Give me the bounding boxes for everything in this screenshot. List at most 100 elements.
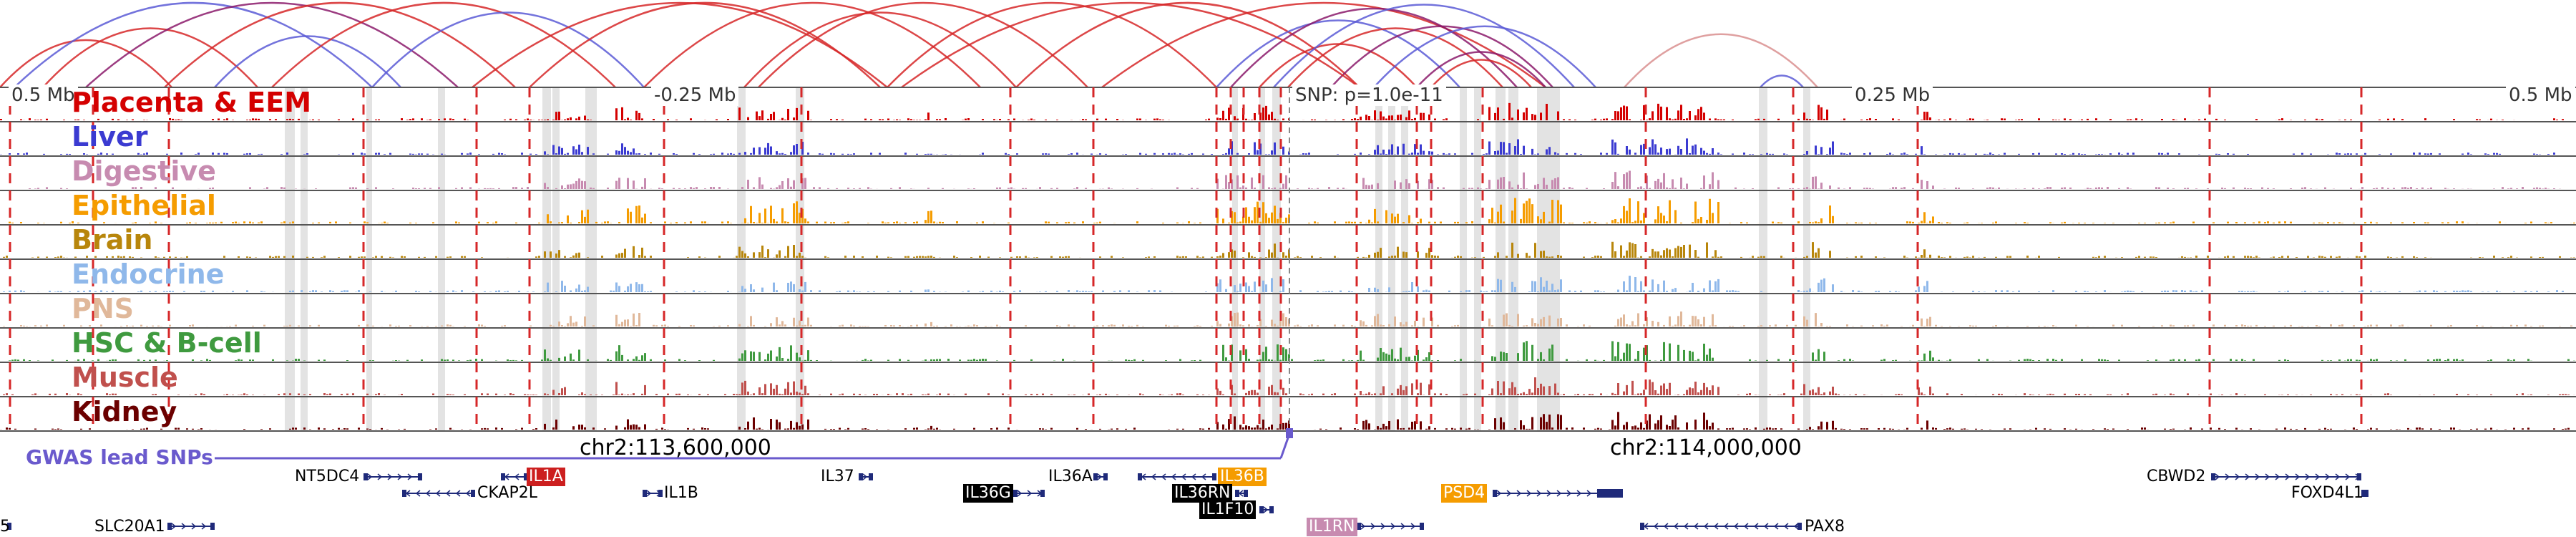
track-label-liver: Liver — [72, 121, 148, 153]
chromatin-loop — [1330, 25, 1553, 88]
signal-track-3 — [0, 198, 2576, 223]
ruler-right-label: 0.5 Mb — [2506, 84, 2575, 106]
gene-exon — [1357, 523, 1361, 530]
track-label-brain: Brain — [72, 224, 153, 256]
gene-label-slc20a1[interactable]: SLC20A1 — [94, 518, 165, 536]
gene-exon — [418, 473, 422, 480]
gene-strand-arrow — [2325, 473, 2331, 480]
chromatin-loop — [85, 1, 459, 88]
chromatin-loop — [1430, 59, 1532, 88]
gene-strand-arrow — [2305, 473, 2311, 480]
chromatin-loop — [1015, 1, 1360, 88]
gene-label-psd4[interactable]: PSD4 — [1441, 484, 1488, 503]
chromatin-loop — [214, 35, 401, 88]
gene-exon — [364, 473, 368, 480]
gene-strand-arrow — [1496, 490, 1502, 497]
track-label-placenta: Placenta & EEM — [72, 87, 312, 118]
chromatin-loop — [1373, 25, 1596, 88]
signal-tracks — [0, 102, 2576, 430]
gene-strand-arrow — [435, 490, 441, 497]
gene-strand-arrow — [1151, 473, 1156, 480]
boundary-lines — [9, 87, 2363, 431]
chromatin-loop — [1101, 1, 1546, 88]
coordinate-label-right: chr2:114,000,000 — [1610, 435, 1802, 460]
gene-label-il36g[interactable]: IL36G — [963, 484, 1013, 503]
gene-label-il1rn[interactable]: IL1RN — [1307, 518, 1357, 536]
gene-strand-arrow — [1653, 523, 1659, 530]
signal-track-4 — [0, 241, 2576, 258]
chromatin-loop — [472, 1, 888, 88]
gene-exon — [1093, 473, 1098, 480]
track-label-kidney: Kidney — [72, 396, 177, 427]
chromatin-loop — [0, 39, 172, 88]
gene-label-edge[interactable]: 5 — [0, 518, 10, 536]
track-label-digestive: Digestive — [72, 155, 216, 187]
gene-strand-arrow — [1516, 490, 1522, 497]
chromatin-loop — [164, 1, 516, 88]
gene-exon — [1420, 523, 1424, 530]
gene-strand-arrow — [1370, 523, 1376, 530]
gene-exon — [869, 473, 873, 480]
chromatin-loop — [643, 1, 981, 88]
gene-label-il1a[interactable]: IL1A — [527, 468, 565, 486]
gene-label-il36rn[interactable]: IL36RN — [1172, 484, 1233, 503]
gene-label-ckap2l[interactable]: CKAP2L — [477, 484, 537, 502]
gene-strand-arrow — [377, 473, 383, 480]
gene-strand-arrow — [2335, 473, 2341, 480]
gene-strand-arrow — [2215, 473, 2220, 480]
gene-label-il1f10[interactable]: IL1F10 — [1199, 500, 1257, 519]
gene-label-pax8[interactable]: PAX8 — [1805, 518, 1845, 536]
gene-strand-arrow — [1723, 523, 1729, 530]
gene-label-il36b[interactable]: IL36B — [1218, 468, 1267, 486]
gene-exon — [210, 523, 215, 530]
gene-strand-arrow — [1171, 473, 1176, 480]
gene-strand-arrow — [1410, 523, 1416, 530]
chromatin-loops — [0, 1, 1818, 89]
gene-label-il37[interactable]: IL37 — [821, 468, 854, 485]
gene-strand-arrow — [2315, 473, 2321, 480]
chromatin-loop — [887, 1, 1217, 88]
gene-label-il36a[interactable]: IL36A — [1048, 468, 1093, 485]
gene-strand-arrow — [2265, 473, 2270, 480]
gene-strand-arrow — [1743, 523, 1749, 530]
gene-strand-arrow — [2285, 473, 2290, 480]
gene-strand-arrow — [1546, 490, 1552, 497]
chromatin-loop — [1216, 19, 1460, 88]
track-label-muscle: Muscle — [72, 362, 178, 393]
chromatin-loop — [1230, 7, 1518, 88]
signal-track-6 — [0, 311, 2576, 326]
gene-label-cbwd2[interactable]: CBWD2 — [2147, 468, 2206, 485]
gene-strand-arrow — [171, 523, 177, 530]
gene-exon — [2364, 490, 2368, 497]
gene-strand-arrow — [1763, 523, 1769, 530]
chromatin-loop — [1273, 4, 1575, 88]
gene-strand-arrow — [1783, 523, 1789, 530]
gene-strand-arrow — [367, 473, 373, 480]
gene-label-foxd4l1[interactable]: FOXD4L1 — [2291, 484, 2363, 502]
ruler-left-label: 0.5 Mb — [9, 84, 78, 106]
gene-strand-arrow — [1713, 523, 1719, 530]
gene-strand-arrow — [2255, 473, 2260, 480]
gene-strand-arrow — [1390, 523, 1396, 530]
gene-strand-arrow — [1703, 523, 1709, 530]
gene-exon — [501, 473, 505, 480]
gene-strand-arrow — [1683, 523, 1689, 530]
gene-strand-arrow — [1536, 490, 1542, 497]
gene-strand-arrow — [1673, 523, 1679, 530]
chromatin-loop — [758, 1, 1088, 88]
gene-exon — [859, 473, 863, 480]
gene-label-il1b[interactable]: IL1B — [664, 484, 698, 502]
gene-strand-arrow — [1773, 523, 1779, 530]
gene-strand-arrow — [425, 490, 431, 497]
chromatin-loop — [529, 1, 881, 88]
chromatin-loop — [1416, 51, 1546, 88]
gene-label-nt5dc4[interactable]: NT5DC4 — [295, 468, 360, 485]
gene-exon — [402, 490, 406, 497]
ruler-minus-label: -0.25 Mb — [651, 84, 739, 106]
gene-strand-arrow — [2245, 473, 2250, 480]
track-label-endocrine: Endocrine — [72, 258, 225, 290]
signal-track-9 — [0, 412, 2576, 430]
signal-track-0 — [0, 102, 2576, 120]
